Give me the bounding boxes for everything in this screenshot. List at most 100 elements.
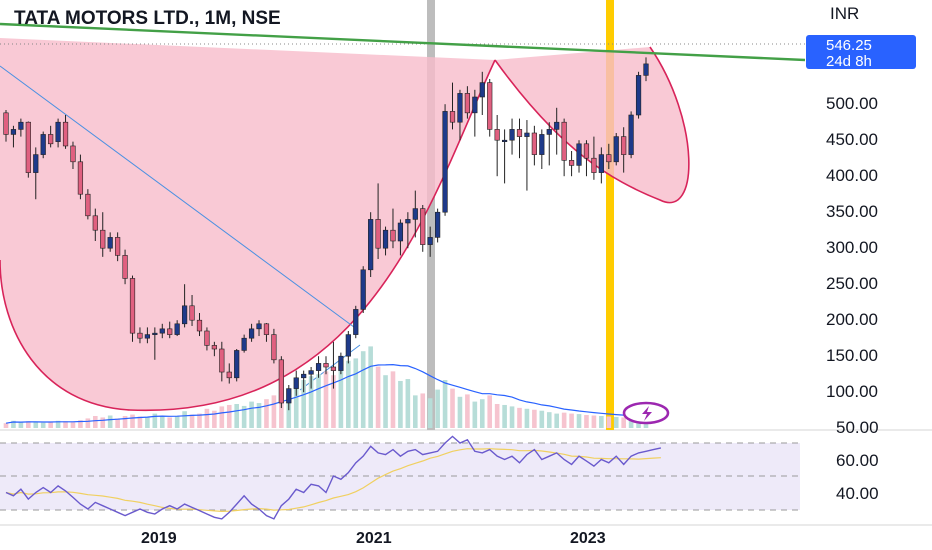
volume-bar — [249, 401, 254, 428]
y-tick-label: 100.00 — [826, 382, 878, 401]
volume-bar — [561, 412, 567, 428]
candle-body — [10, 129, 17, 135]
candle-body — [501, 139, 508, 142]
volume-bar — [338, 369, 344, 428]
candle-body — [196, 319, 203, 332]
y-tick-label: 200.00 — [826, 310, 878, 329]
candle-body — [3, 112, 9, 135]
candle-body — [628, 114, 634, 155]
candle-body — [115, 237, 121, 256]
candle-body — [92, 215, 98, 231]
candle-body — [159, 328, 165, 334]
volume-bar — [130, 414, 135, 428]
volume-bar — [606, 416, 612, 428]
candle-body — [568, 160, 575, 166]
candle-body — [62, 121, 69, 147]
volume-bar — [226, 404, 232, 428]
volume-bar — [137, 416, 143, 428]
volume-bar — [569, 413, 574, 428]
x-tick-label: 2021 — [356, 530, 392, 547]
candle-body — [204, 330, 210, 346]
cup-pattern-border — [0, 59, 496, 411]
candle-body — [449, 111, 456, 123]
volume-bar — [494, 404, 500, 428]
candle-body — [174, 323, 180, 335]
rsi-layer — [5, 435, 662, 520]
candle-body — [301, 373, 307, 379]
volume-bar — [40, 422, 46, 428]
volume-bar — [450, 388, 455, 428]
candle-body — [397, 222, 404, 242]
candle-body — [129, 278, 136, 334]
candle-body — [100, 229, 106, 249]
currency-label: INR — [830, 4, 859, 23]
candle-body — [405, 219, 411, 224]
volume-bar — [457, 396, 463, 428]
candle-body — [546, 129, 552, 135]
candle-body — [606, 154, 612, 163]
volume-bar — [398, 380, 403, 428]
candle-body — [152, 332, 158, 335]
candle-body — [591, 157, 597, 173]
volume-bar — [152, 413, 158, 428]
volume-bar — [122, 416, 128, 428]
candle-body — [85, 193, 91, 217]
candle-body — [256, 323, 262, 330]
volume-bar — [576, 414, 582, 428]
candle-body — [516, 129, 523, 137]
candle-layer — [3, 57, 649, 411]
volume-bar — [584, 415, 589, 428]
volume-bar — [55, 420, 61, 428]
candle-body — [643, 63, 649, 76]
candle-body — [323, 363, 329, 368]
candle-body — [25, 121, 31, 173]
candle-body — [234, 350, 240, 379]
volume-bar — [539, 410, 545, 428]
volume-bar — [234, 404, 240, 428]
candle-body — [345, 334, 351, 357]
volume-bar — [92, 416, 98, 428]
volume-bar — [472, 401, 478, 428]
volume-bar — [26, 421, 31, 428]
candle-body — [263, 323, 270, 335]
candle-body — [122, 255, 128, 279]
volume-bar — [204, 408, 210, 428]
rsi-tick-label: 60.00 — [836, 451, 879, 470]
candle-body — [382, 229, 389, 249]
y-tick-label: 400.00 — [826, 166, 878, 185]
candle-body — [33, 154, 39, 173]
volume-bar — [241, 405, 247, 428]
volume-bar — [405, 379, 411, 428]
volume-bar — [532, 409, 537, 428]
candle-body — [368, 219, 374, 271]
volume-bar — [212, 410, 217, 428]
candle-body — [494, 129, 500, 141]
candle-body — [427, 237, 433, 245]
volume-bar — [182, 411, 187, 428]
candle-body — [107, 237, 113, 249]
volume-bar — [502, 404, 507, 428]
volume-bar — [487, 395, 493, 428]
candle-body — [561, 121, 567, 161]
volume-bar — [100, 417, 106, 428]
volume-bar — [189, 414, 195, 428]
y-tick-label: 450.00 — [826, 130, 878, 149]
volume-bar — [524, 408, 530, 428]
candle-body — [226, 371, 232, 379]
lightning-icon[interactable] — [622, 401, 670, 425]
candle-body — [77, 161, 84, 195]
volume-bar — [219, 406, 225, 428]
volume-bar — [517, 407, 522, 428]
candle-body — [278, 359, 284, 404]
candle-body — [420, 208, 426, 245]
volume-bar — [360, 351, 366, 428]
volume-bar — [11, 420, 16, 428]
volume-bar — [301, 380, 306, 428]
volume-bar — [346, 360, 351, 428]
volume-bar — [435, 389, 440, 428]
candle-body — [211, 345, 217, 350]
candle-body — [464, 93, 471, 114]
candle-body — [509, 129, 515, 141]
volume-bar — [546, 412, 552, 428]
